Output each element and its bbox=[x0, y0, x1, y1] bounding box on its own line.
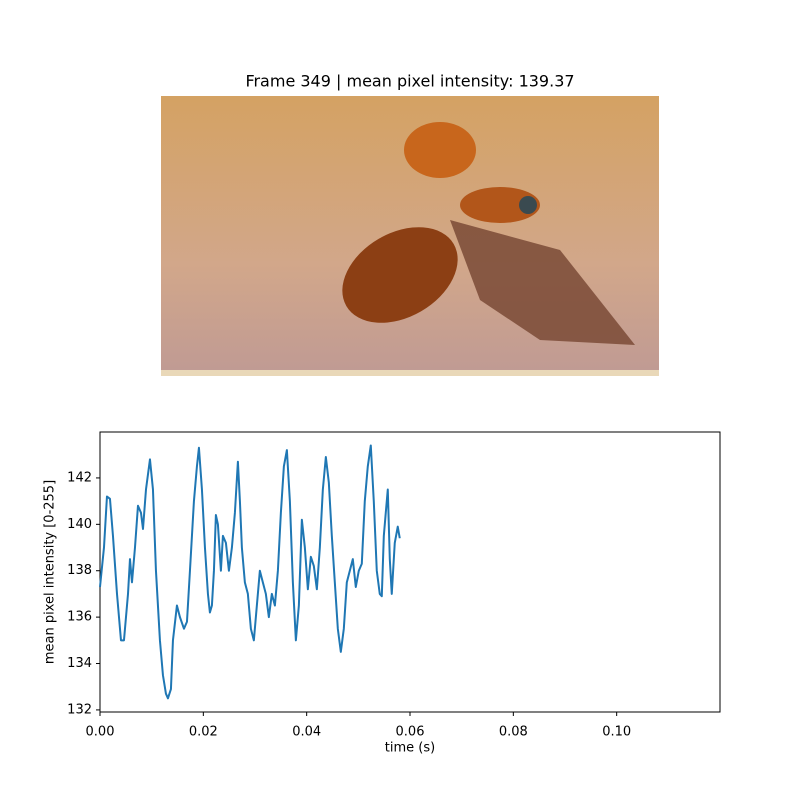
y-tick-label: 136 bbox=[67, 610, 92, 625]
x-tick-label: 0.00 bbox=[86, 725, 115, 740]
y-tick-label: 140 bbox=[67, 517, 92, 532]
axes-frame bbox=[99, 431, 721, 713]
data-line bbox=[99, 444, 401, 700]
frame-title: Frame 349 | mean pixel intensity: 139.37 bbox=[245, 72, 574, 91]
x-axis-label: time (s) bbox=[385, 741, 435, 756]
x-tick-label: 0.10 bbox=[602, 725, 631, 740]
x-tick-label: 0.08 bbox=[499, 725, 528, 740]
x-tick-label: 0.04 bbox=[292, 725, 321, 740]
x-tick-label: 0.02 bbox=[189, 725, 218, 740]
x-tick-label: 0.06 bbox=[396, 725, 425, 740]
y-tick-label: 142 bbox=[67, 470, 92, 485]
frame-image bbox=[161, 96, 659, 376]
y-tick-label: 138 bbox=[67, 563, 92, 578]
y-axis-label: mean pixel intensity [0-255] bbox=[43, 480, 58, 664]
y-tick-label: 134 bbox=[67, 656, 92, 671]
y-tick-label: 132 bbox=[67, 702, 92, 717]
